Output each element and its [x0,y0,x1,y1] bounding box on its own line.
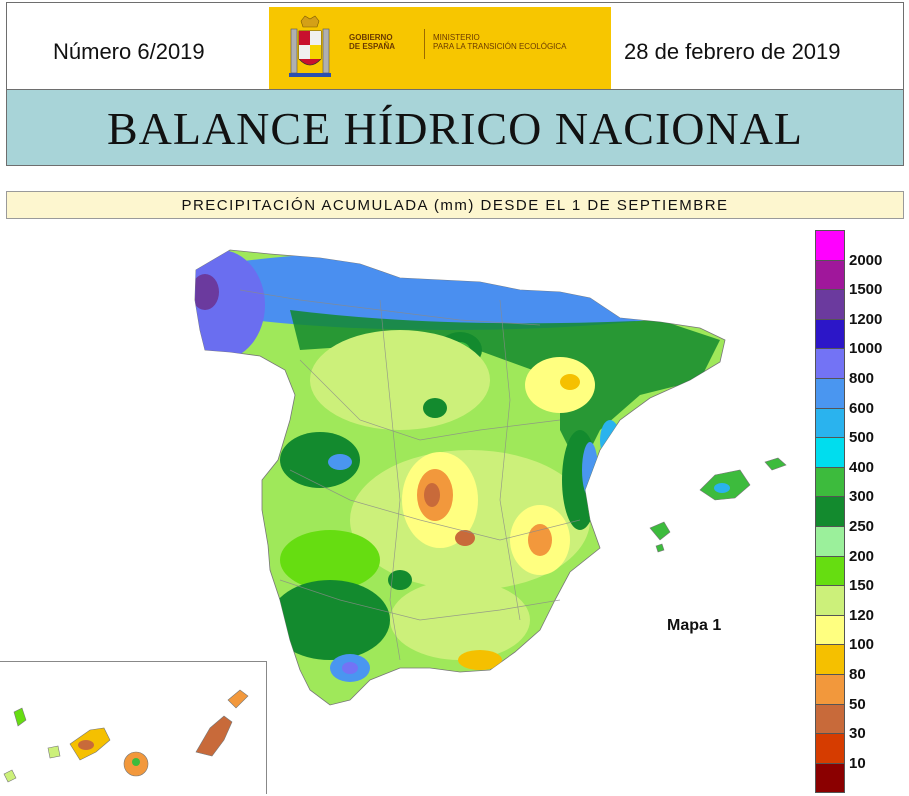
legend-label: 1500 [849,281,883,299]
legend-label: 200 [849,547,875,565]
map-subtitle: PRECIPITACIÓN ACUMULADA (mm) DESDE EL 1 … [181,197,729,214]
legend-swatch [815,703,845,735]
legend-swatch [815,585,845,616]
coat-of-arms-icon [289,15,331,77]
legend-label: 1000 [849,340,883,358]
legend-label: 50 [849,695,866,713]
legend-swatch [815,407,845,439]
page-title: BALANCE HÍDRICO NACIONAL [106,103,804,154]
legend-swatch [815,466,845,498]
legend-swatch [815,674,845,705]
legend-swatch [815,614,845,646]
legend-swatch [815,348,845,379]
legend-label: 300 [849,488,875,506]
legend-swatch [815,378,845,409]
legend-swatch [815,259,845,291]
legend-label: 120 [849,606,875,624]
legend-label: 30 [849,725,866,743]
legend-swatch [815,526,845,557]
issue-number: Número 6/2019 [53,39,205,64]
legend-label: 150 [849,577,875,595]
balearic-islands [649,457,787,553]
peninsula [194,249,726,706]
legend-label: 500 [849,429,875,447]
legend-swatch [815,318,845,350]
subtitle-band: PRECIPITACIÓN ACUMULADA (mm) DESDE EL 1 … [6,191,904,219]
legend-label: 600 [849,399,875,417]
map-label: Mapa 1 [667,617,722,634]
legend-swatch [815,644,845,675]
legend-label: 800 [849,370,875,387]
canary-islands-frame [0,661,267,794]
header-box: Número 6/2019 GOBIERNO DE ESPAÑA MINISTE… [6,2,904,90]
canary-islands [3,689,249,783]
legend-label: 10 [849,754,866,772]
legend-swatch [815,289,845,320]
legend-label: 400 [849,458,875,476]
legend-label: 1200 [849,310,883,328]
legend-swatch [815,762,845,794]
legend-swatch [815,437,845,468]
legend-swatch [815,555,845,587]
legend-label: 2000 [849,251,883,269]
logo-divider [424,29,425,59]
legend-swatch [815,496,845,527]
report-date: 28 de febrero de 2019 [624,39,841,64]
legend-label: 100 [849,636,875,654]
ministry-label: MINISTERIO PARA LA TRANSICIÓN ECOLÓGICA [433,33,567,51]
legend-swatch [815,230,845,261]
legend-swatch [815,733,845,764]
government-logo: GOBIERNO DE ESPAÑA MINISTERIO PARA LA TR… [269,7,611,89]
government-label: GOBIERNO DE ESPAÑA [349,33,396,51]
precipitation-map [3,249,787,783]
title-band: BALANCE HÍDRICO NACIONAL [6,89,904,166]
legend-label: 80 [849,666,866,683]
legend-label: 250 [849,518,875,535]
